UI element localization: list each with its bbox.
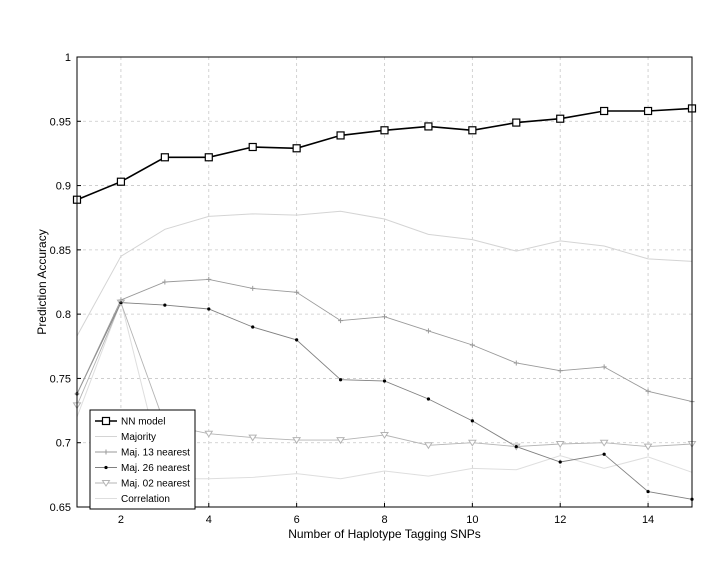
point-nn-model xyxy=(116,177,126,186)
series-line-majority xyxy=(76,210,693,337)
y-tick-label: 0.9 xyxy=(56,181,71,193)
point-maj-02-nearest xyxy=(248,434,258,442)
point-maj-13-nearest xyxy=(513,360,519,366)
point-maj-13-nearest xyxy=(601,364,607,370)
point-nn-model xyxy=(468,126,477,135)
point-maj-26-nearest xyxy=(558,460,562,464)
point-maj-13-nearest xyxy=(557,368,563,374)
point-nn-model xyxy=(512,118,521,127)
y-tick-label: 0.85 xyxy=(50,245,71,257)
point-maj-13-nearest xyxy=(425,328,431,334)
legend-label-correlation: Correlation xyxy=(121,494,170,505)
x-tick-label: 14 xyxy=(642,514,654,526)
legend-label-majority: Majority xyxy=(121,432,156,443)
point-maj-13-nearest xyxy=(382,314,387,320)
point-maj-26-nearest xyxy=(251,325,255,329)
y-tick-label: 0.95 xyxy=(50,116,71,128)
point-nn-model xyxy=(556,114,565,123)
x-axis-label: Number of Haplotype Tagging SNPs xyxy=(288,527,481,541)
legend-marker-nn-model xyxy=(101,416,111,426)
x-tick-label: 12 xyxy=(554,514,566,526)
y-tick-label: 0.8 xyxy=(56,309,71,321)
point-nn-model xyxy=(292,144,301,153)
point-maj-02-nearest xyxy=(555,441,565,448)
point-maj-26-nearest xyxy=(426,397,431,401)
point-maj-26-nearest xyxy=(382,379,387,383)
point-maj-13-nearest xyxy=(338,318,344,324)
legend-label-nn-model: NN model xyxy=(121,417,165,428)
point-maj-26-nearest xyxy=(163,303,167,307)
point-maj-13-nearest xyxy=(469,342,475,348)
legend-marker-maj-26-nearest xyxy=(104,465,108,470)
point-maj-02-nearest xyxy=(336,437,345,445)
point-maj-26-nearest xyxy=(338,378,343,382)
y-axis-label: Prediction Accuracy xyxy=(35,229,49,334)
y-tick-label: 1 xyxy=(65,52,71,64)
point-maj-02-nearest xyxy=(380,432,389,439)
point-maj-02-nearest xyxy=(204,430,214,438)
point-maj-13-nearest xyxy=(294,289,300,295)
point-maj-26-nearest xyxy=(602,452,606,456)
point-maj-02-nearest xyxy=(599,439,609,447)
x-tick-label: 6 xyxy=(294,514,300,526)
point-nn-model xyxy=(380,126,389,135)
legend-marker-maj-02-nearest xyxy=(101,480,111,487)
y-tick-label: 0.65 xyxy=(50,502,71,514)
y-tick-label: 0.7 xyxy=(56,438,71,450)
x-tick-label: 8 xyxy=(381,514,387,526)
point-maj-02-nearest xyxy=(643,443,653,451)
point-maj-26-nearest xyxy=(470,419,474,423)
point-nn-model xyxy=(248,142,257,152)
point-maj-02-nearest xyxy=(424,442,433,450)
point-maj-26-nearest xyxy=(514,444,518,449)
legend-marker-maj-13-nearest xyxy=(103,449,109,455)
point-maj-26-nearest xyxy=(119,300,123,305)
x-tick-label: 4 xyxy=(206,514,212,526)
point-maj-02-nearest xyxy=(467,439,477,447)
x-tick-label: 2 xyxy=(118,514,124,526)
point-nn-model xyxy=(160,153,169,162)
point-nn-model xyxy=(424,122,433,131)
legend-label-maj-02-nearest: Maj. 02 nearest xyxy=(121,479,190,490)
point-nn-model xyxy=(643,106,653,116)
point-maj-13-nearest xyxy=(206,276,212,282)
legend: NN model Majority Maj. 13 nearest Maj. 26 n… xyxy=(89,409,196,510)
legend-label-maj-13-nearest: Maj. 13 nearest xyxy=(121,448,190,459)
point-maj-26-nearest xyxy=(207,307,211,311)
point-maj-26-nearest xyxy=(646,489,650,494)
legend-box xyxy=(89,409,196,510)
point-nn-model xyxy=(600,106,609,116)
point-maj-13-nearest xyxy=(162,279,168,285)
y-tick-label: 0.75 xyxy=(50,373,71,385)
point-maj-26-nearest xyxy=(295,338,299,342)
point-maj-13-nearest xyxy=(645,388,651,394)
x-tick-label: 10 xyxy=(466,514,478,526)
point-nn-model xyxy=(336,131,345,140)
point-maj-02-nearest xyxy=(292,437,302,445)
point-maj-13-nearest xyxy=(118,297,124,303)
legend-label-maj-26-nearest: Maj. 26 nearest xyxy=(121,463,190,474)
point-nn-model xyxy=(204,153,213,162)
point-maj-13-nearest xyxy=(250,285,256,291)
